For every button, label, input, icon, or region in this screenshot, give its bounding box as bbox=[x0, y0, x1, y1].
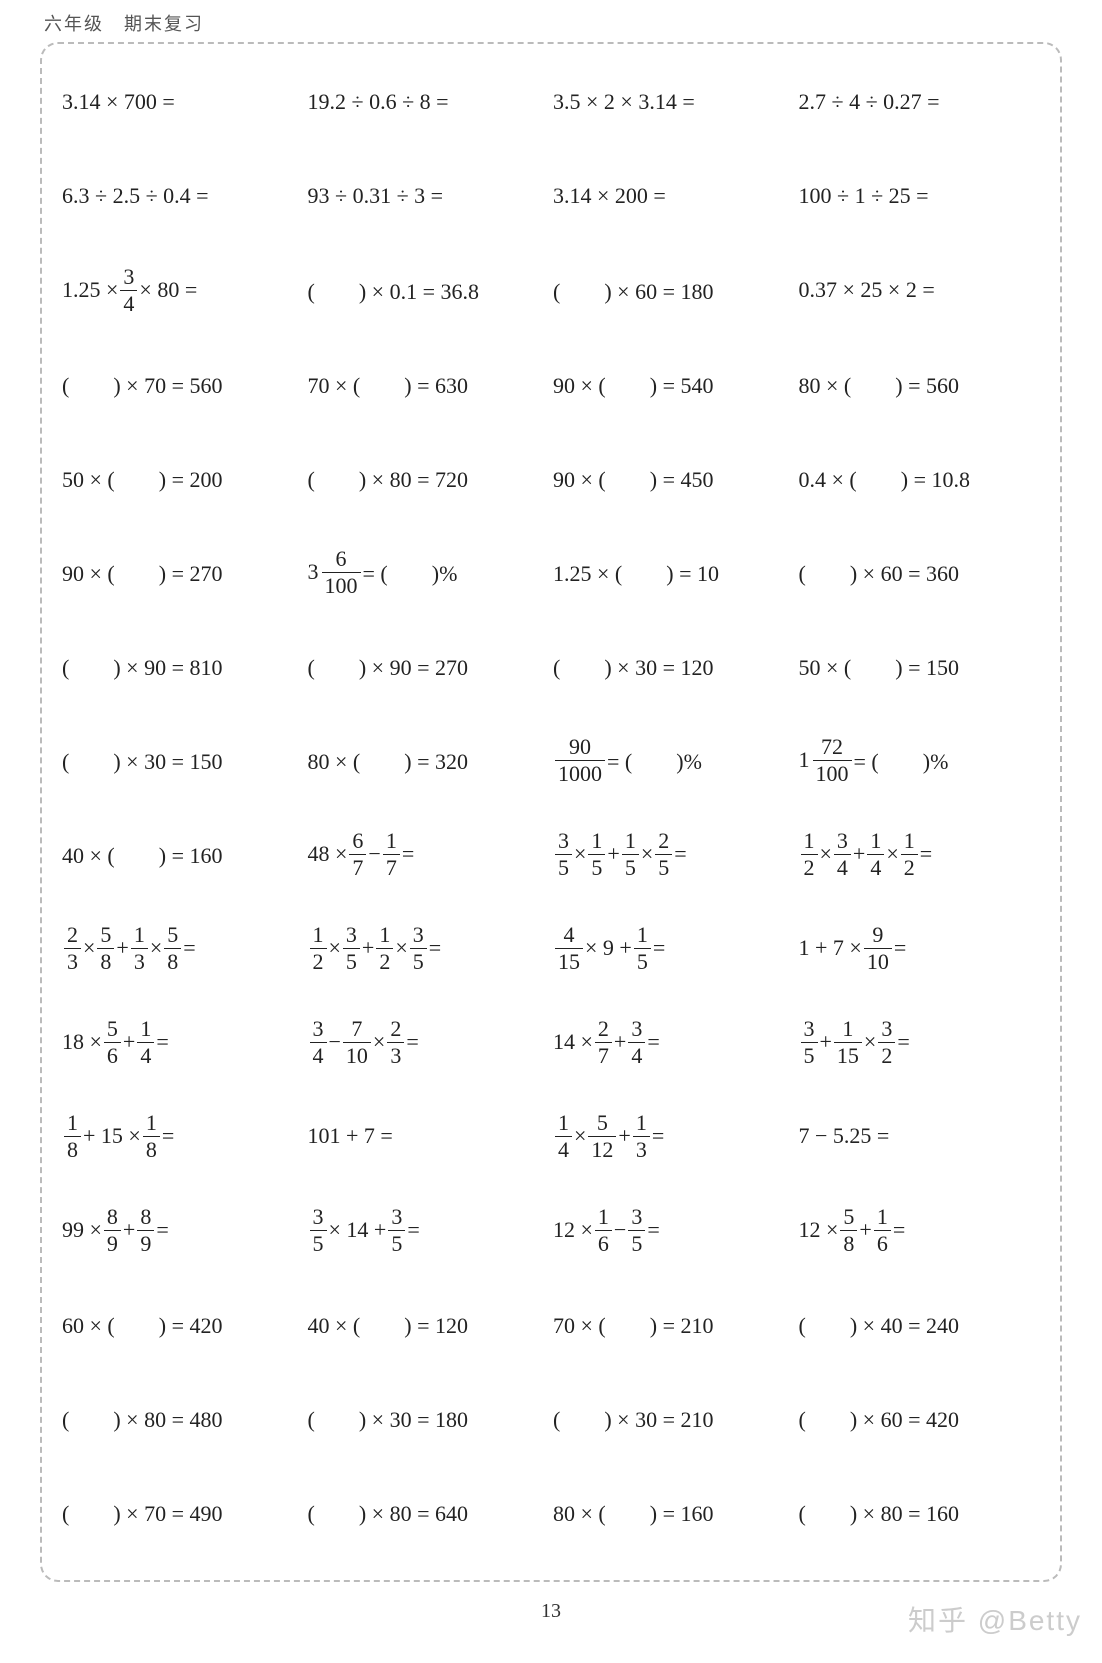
problem-cell: 35 × 14 + 35 = bbox=[308, 1202, 550, 1258]
problem-cell: 100 ÷ 1 ÷ 25 = bbox=[799, 168, 1041, 224]
problem-cell: ( ) × 80 = 720 bbox=[308, 450, 550, 506]
problem-cell: ( ) × 60 = 420 bbox=[799, 1390, 1041, 1446]
problem-cell: 23 × 58 + 13 × 58 = bbox=[62, 920, 304, 976]
problem-cell: 18 + 15 × 18 = bbox=[62, 1108, 304, 1164]
problem-cell: 90 × ( ) = 270 bbox=[62, 544, 304, 600]
problem-cell: ( ) × 30 = 210 bbox=[553, 1390, 795, 1446]
problem-cell: 36100 = ( )% bbox=[308, 544, 550, 600]
problem-cell: 7 − 5.25 = bbox=[799, 1108, 1041, 1164]
problem-cell: 1.25 × 34 × 80 = bbox=[62, 262, 304, 318]
problem-cell: 19.2 ÷ 0.6 ÷ 8 = bbox=[308, 74, 550, 130]
problem-box: 3.14 × 700 = 19.2 ÷ 0.6 ÷ 8 = 3.5 × 2 × … bbox=[40, 42, 1062, 1582]
problem-cell: 93 ÷ 0.31 ÷ 3 = bbox=[308, 168, 550, 224]
problem-cell: 70 × ( ) = 630 bbox=[308, 356, 550, 412]
problem-cell: ( ) × 30 = 150 bbox=[62, 732, 304, 788]
problem-grid: 3.14 × 700 = 19.2 ÷ 0.6 ÷ 8 = 3.5 × 2 × … bbox=[62, 74, 1040, 1540]
problem-cell: ( ) × 90 = 810 bbox=[62, 638, 304, 694]
problem-cell: 40 × ( ) = 160 bbox=[62, 826, 304, 882]
problem-cell: 80 × ( ) = 320 bbox=[308, 732, 550, 788]
problem-cell: 50 × ( ) = 150 bbox=[799, 638, 1041, 694]
problem-cell: ( ) × 40 = 240 bbox=[799, 1296, 1041, 1352]
problem-cell: 3.14 × 200 = bbox=[553, 168, 795, 224]
problem-cell: 0.37 × 25 × 2 = bbox=[799, 262, 1041, 318]
problem-cell: 35 × 15 + 15 × 25 = bbox=[553, 826, 795, 882]
problem-cell: ( ) × 80 = 480 bbox=[62, 1390, 304, 1446]
problem-cell: ( ) × 70 = 490 bbox=[62, 1484, 304, 1540]
problem-cell: 80 × ( ) = 560 bbox=[799, 356, 1041, 412]
problem-cell: 50 × ( ) = 200 bbox=[62, 450, 304, 506]
problem-cell: ( ) × 0.1 = 36.8 bbox=[308, 262, 550, 318]
problem-cell: 415 × 9 + 15 = bbox=[553, 920, 795, 976]
problem-cell: ( ) × 30 = 120 bbox=[553, 638, 795, 694]
problem-cell: 3.14 × 700 = bbox=[62, 74, 304, 130]
problem-cell: 34 − 710 × 23 = bbox=[308, 1014, 550, 1070]
problem-cell: ( ) × 80 = 160 bbox=[799, 1484, 1041, 1540]
problem-cell: 40 × ( ) = 120 bbox=[308, 1296, 550, 1352]
problem-cell: 90 × ( ) = 450 bbox=[553, 450, 795, 506]
problem-cell: 14 × 512 + 13 = bbox=[553, 1108, 795, 1164]
problem-cell: 48 × 67 − 17 = bbox=[308, 826, 550, 882]
problem-cell: 70 × ( ) = 210 bbox=[553, 1296, 795, 1352]
problem-cell: 901000 = ( )% bbox=[553, 732, 795, 788]
worksheet-page: 六年级 期末复习 3.14 × 700 = 19.2 ÷ 0.6 ÷ 8 = 3… bbox=[0, 0, 1102, 1663]
problem-cell: 60 × ( ) = 420 bbox=[62, 1296, 304, 1352]
problem-cell: 90 × ( ) = 540 bbox=[553, 356, 795, 412]
problem-cell: 3.5 × 2 × 3.14 = bbox=[553, 74, 795, 130]
problem-cell: 172100 = ( )% bbox=[799, 732, 1041, 788]
problem-cell: 12 × 58 + 16 = bbox=[799, 1202, 1041, 1258]
problem-cell: 1 + 7 × 910 = bbox=[799, 920, 1041, 976]
problem-cell: 12 × 16 − 35 = bbox=[553, 1202, 795, 1258]
problem-cell: ( ) × 60 = 360 bbox=[799, 544, 1041, 600]
problem-cell: 1.25 × ( ) = 10 bbox=[553, 544, 795, 600]
problem-cell: 99 × 89 + 89 = bbox=[62, 1202, 304, 1258]
problem-cell: ( ) × 60 = 180 bbox=[553, 262, 795, 318]
problem-cell: ( ) × 80 = 640 bbox=[308, 1484, 550, 1540]
watermark: 知乎 @Betty bbox=[908, 1599, 1082, 1639]
problem-cell: 2.7 ÷ 4 ÷ 0.27 = bbox=[799, 74, 1041, 130]
problem-cell: ( ) × 70 = 560 bbox=[62, 356, 304, 412]
page-header: 六年级 期末复习 bbox=[40, 10, 1062, 36]
problem-cell: 0.4 × ( ) = 10.8 bbox=[799, 450, 1041, 506]
problem-cell: 18 × 56 + 14 = bbox=[62, 1014, 304, 1070]
problem-cell: 14 × 27 + 34 = bbox=[553, 1014, 795, 1070]
problem-cell: 12 × 35 + 12 × 35 = bbox=[308, 920, 550, 976]
problem-cell: ( ) × 30 = 180 bbox=[308, 1390, 550, 1446]
problem-cell: 101 + 7 = bbox=[308, 1108, 550, 1164]
problem-cell: 12 × 34 + 14 × 12 = bbox=[799, 826, 1041, 882]
problem-cell: 80 × ( ) = 160 bbox=[553, 1484, 795, 1540]
problem-cell: ( ) × 90 = 270 bbox=[308, 638, 550, 694]
problem-cell: 35 + 115 × 32 = bbox=[799, 1014, 1041, 1070]
problem-cell: 6.3 ÷ 2.5 ÷ 0.4 = bbox=[62, 168, 304, 224]
